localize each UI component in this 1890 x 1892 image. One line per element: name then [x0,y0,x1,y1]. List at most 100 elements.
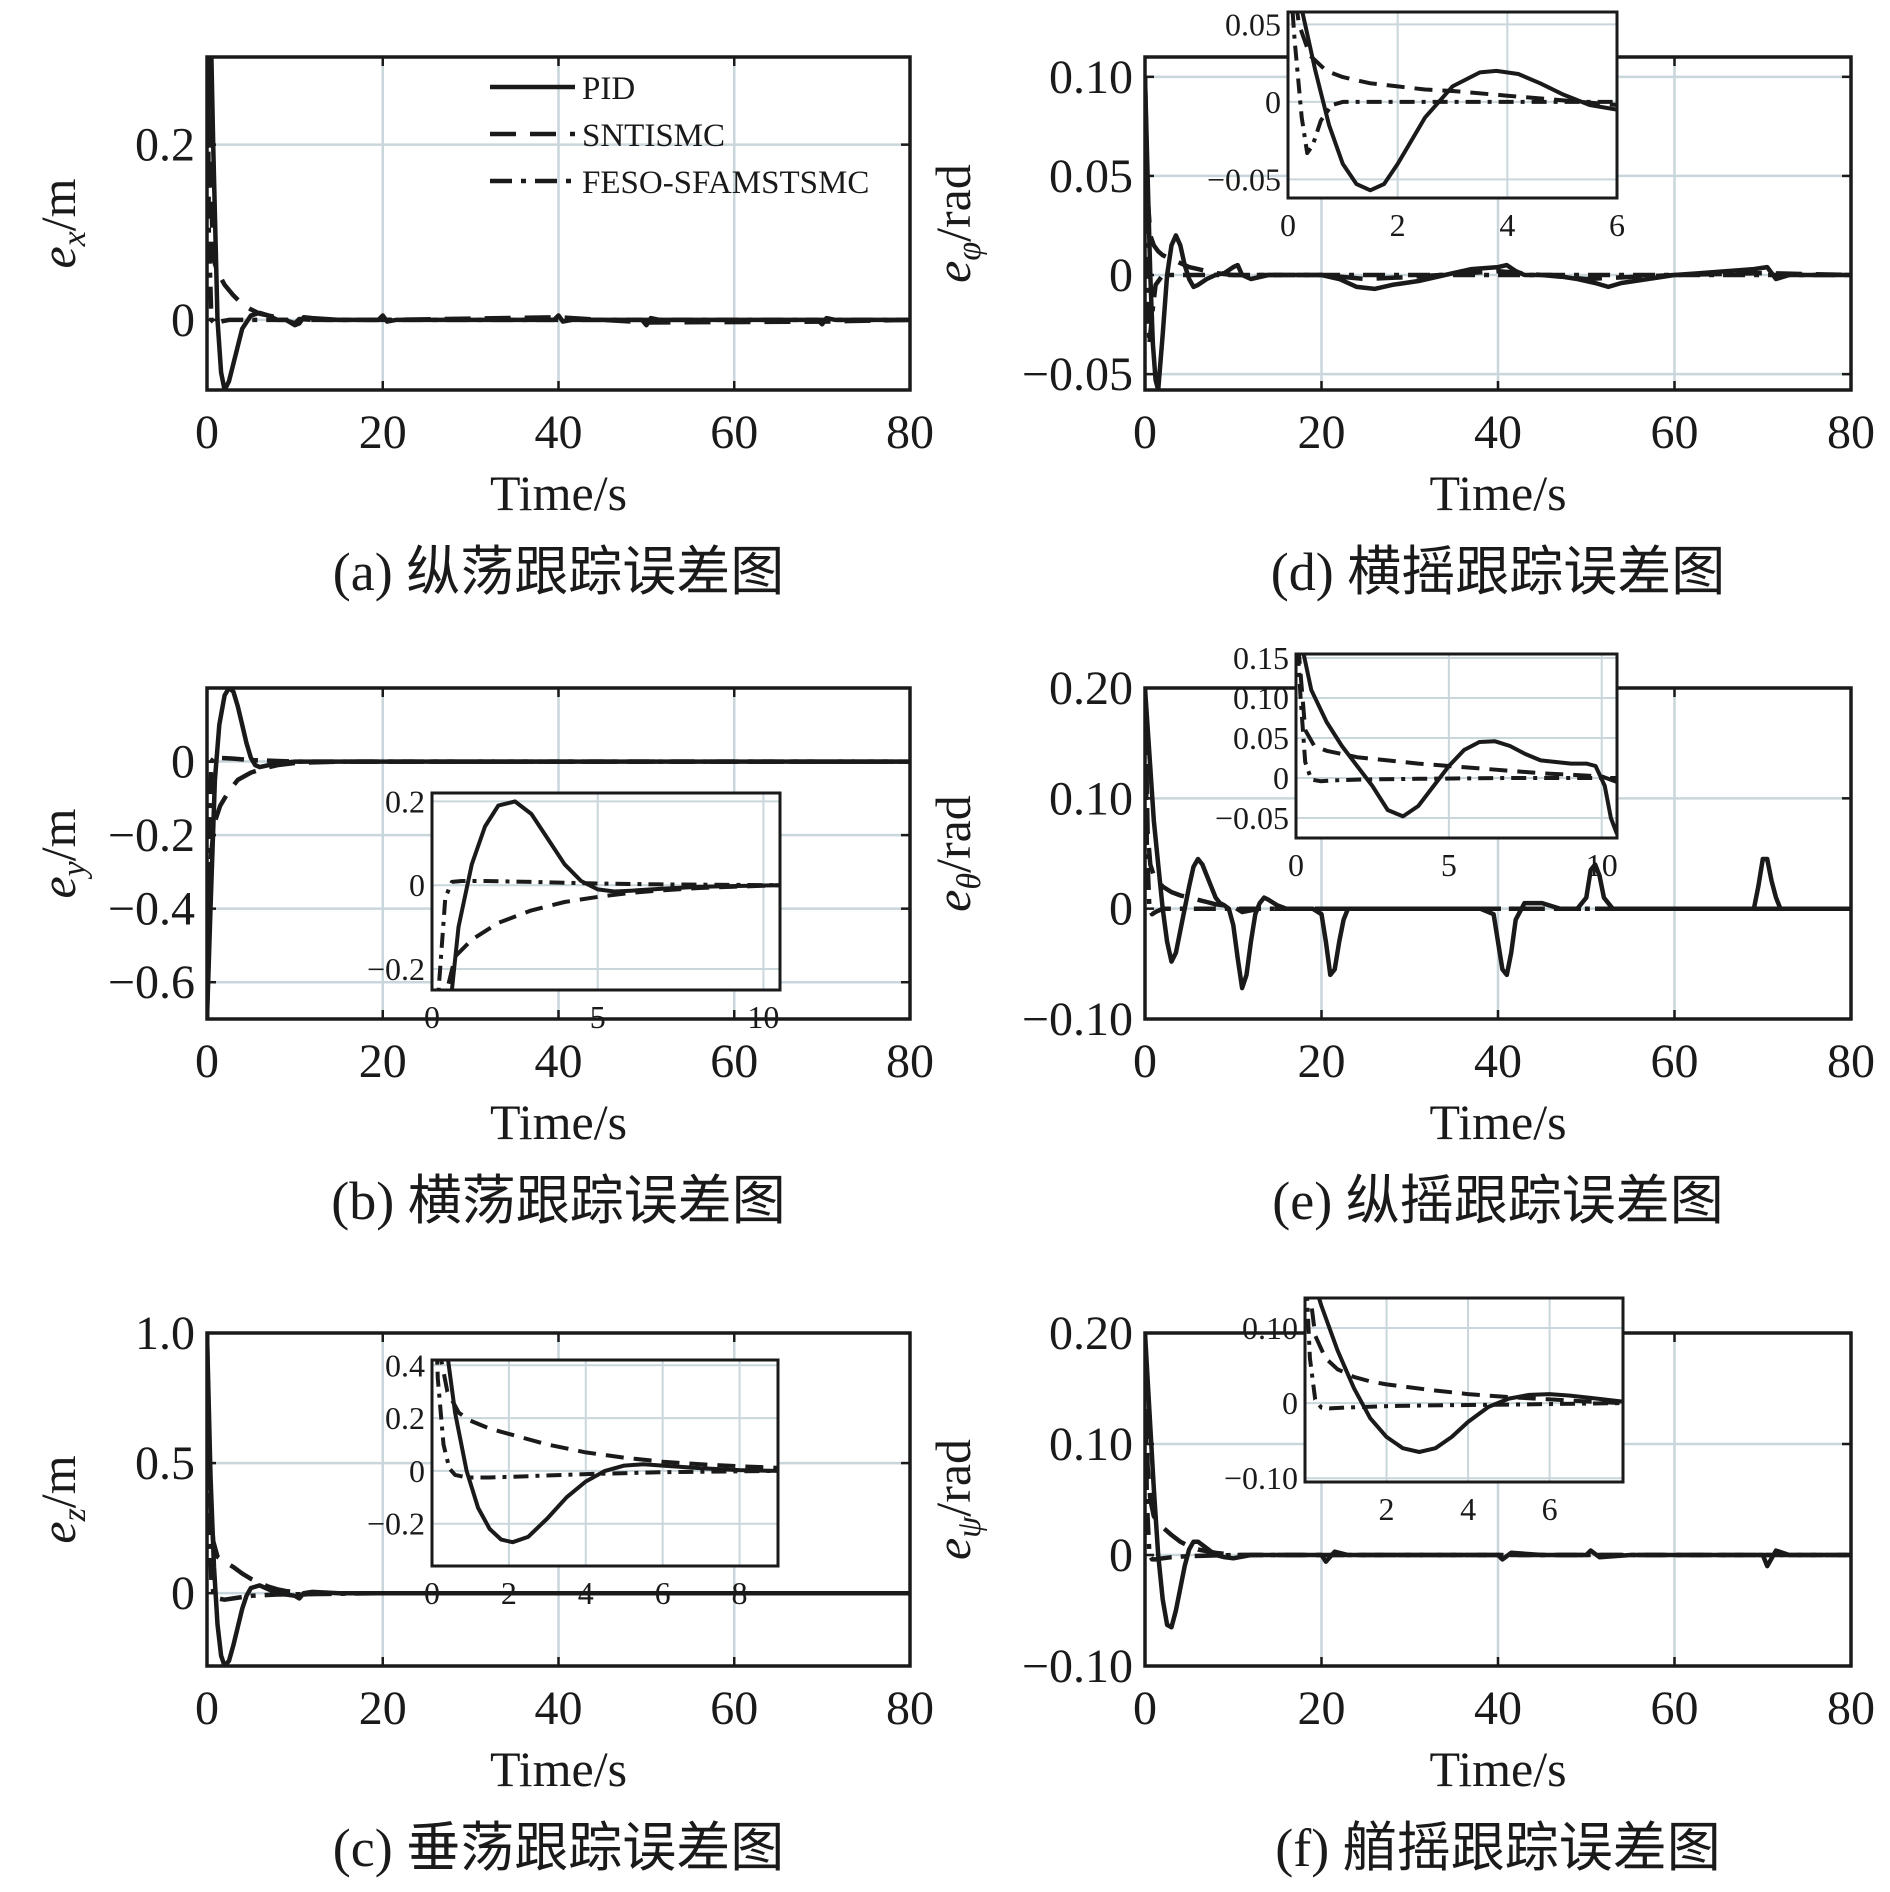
inset-x-tick-label: 2 [1379,1491,1395,1527]
inset-d_inset: 0 2 4 6 −0.05 0 0.05 [1207,6,1625,243]
y-tick-label: 0 [1109,883,1133,936]
y-tick-label: 0.5 [135,1437,195,1490]
series-line-sntismc [207,759,910,1019]
series-line-pid [1301,654,1617,835]
x-tick-label: 60 [710,1035,758,1088]
x-tick-label: 20 [1298,1035,1346,1088]
inset-x-tick-label: 5 [590,999,606,1035]
x-axis-label: Time/s [1429,1094,1566,1150]
y-tick-label: −0.05 [1022,348,1133,401]
inset-x-tick-label: 6 [1542,1491,1558,1527]
y-tick-label: 0 [1109,1529,1133,1582]
y-tick-label: 0.10 [1049,772,1133,825]
series-line-feso-sfamstsmc [1145,688,1851,917]
x-tick-label: 20 [1298,1682,1346,1735]
legend-label: SNTISMC [582,118,725,154]
y-label-subscript: ψ [951,1516,988,1538]
inset-frame [430,1358,780,1568]
x-tick-label: 0 [195,1682,219,1735]
x-tick-label: 80 [886,406,934,459]
inset-x-tick-label: 0 [424,1575,440,1611]
y-tick-label: −0.10 [1022,993,1133,1046]
inset-x-tick-label: 2 [1390,207,1406,243]
subfigure-caption: (d) 横摇跟踪误差图 [1271,542,1725,602]
inset-x-tick-label: 10 [1586,847,1618,883]
y-label-symbol: e [30,876,86,898]
x-tick-label: 40 [535,406,583,459]
y-tick-label: 1.0 [135,1307,195,1360]
series-line-sntismc [1296,654,1617,784]
y-label-subscript: θ [951,873,988,890]
series-line-sntismc [439,1360,778,1470]
y-tick-label: −0.10 [1022,1640,1133,1693]
plot-background [432,1360,778,1566]
x-tick-label: 60 [710,406,758,459]
inset-y-tick-label: −0.2 [367,1506,425,1542]
y-label-subscript: x [56,231,93,247]
series-line-feso-sfamstsmc [1305,1298,1623,1411]
y-tick-label: 0.10 [1049,51,1133,104]
inset-y-tick-label: −0.2 [367,951,425,987]
y-label-subscript: z [56,1508,93,1522]
y-axis-label: eθ/rad [925,795,988,912]
y-tick-label: 0.2 [135,119,195,172]
y-label-unit: /m [30,1455,86,1508]
y-label-symbol: e [30,246,86,268]
y-tick-label: 0.20 [1049,1307,1133,1360]
subfigure-caption: (f) 艏摇跟踪误差图 [1275,1818,1720,1878]
y-label-symbol: e [925,261,981,283]
inset-y-tick-label: 0.10 [1233,680,1289,716]
subfigure-caption: (c) 垂荡跟踪误差图 [333,1818,784,1878]
x-tick-label: 40 [1474,1682,1522,1735]
series-line-feso-sfamstsmc [207,755,910,1019]
y-label-unit: /m [30,808,86,861]
series-line-feso-sfamstsmc [1145,76,1851,347]
series-line-pid [446,1360,778,1545]
series-line-feso-sfamstsmc [1145,1333,1851,1562]
inset-y-tick-label: −0.05 [1207,161,1281,197]
x-tick-label: 80 [1827,1682,1875,1735]
inset-y-tick-label: 0.4 [385,1347,425,1383]
inset-x-tick-label: 4 [1499,207,1515,243]
x-tick-label: 40 [535,1035,583,1088]
y-axis-label: eφ/rad [925,164,988,283]
y-tick-label: 0.20 [1049,662,1133,715]
inset-y-tick-label: 0 [409,1453,425,1489]
x-tick-label: 20 [359,1682,407,1735]
series-line-sntismc [1308,1298,1623,1406]
inset-b_inset: 0 5 10 −0.2 0 0.2 [367,783,782,1035]
x-tick-label: 0 [195,406,219,459]
y-tick-label: −0.6 [108,956,195,1009]
x-tick-label: 20 [359,406,407,459]
x-axis-label: Time/s [490,1741,627,1797]
series-line-sntismc [207,57,910,326]
inset-frame [430,791,782,992]
inset-x-tick-label: 4 [1460,1491,1476,1527]
x-tick-label: 0 [195,1035,219,1088]
series-line-feso-sfamstsmc [436,879,780,990]
x-tick-label: 80 [886,1035,934,1088]
x-tick-label: 80 [1827,1035,1875,1088]
inset-x-tick-label: 6 [1609,207,1625,243]
inset-y-tick-label: 0 [409,867,425,903]
x-tick-label: 40 [1474,1035,1522,1088]
series-line-sntismc [444,883,780,990]
x-tick-label: 60 [1651,1682,1699,1735]
inset-y-tick-label: 0.2 [385,783,425,819]
y-tick-label: 0 [171,294,195,347]
inset-x-tick-label: 5 [1441,847,1457,883]
inset-y-tick-label: 0.05 [1225,6,1281,42]
x-axis-label: Time/s [1429,465,1566,521]
y-axis-label: ez/m [30,1455,93,1543]
x-axis-label: Time/s [490,1094,627,1150]
y-axis-label: ey/m [30,808,93,898]
y-tick-label: −0.2 [108,809,195,862]
legend-label: PID [582,71,635,107]
inset-y-tick-label: 0.2 [385,1400,425,1436]
inset-c_inset: 0 2 4 6 8 −0.2 0 0.2 0.4 [367,1347,780,1611]
inset-y-tick-label: 0 [1273,760,1289,796]
inset-y-tick-label: 0.10 [1242,1310,1298,1346]
y-label-symbol: e [30,1521,86,1543]
